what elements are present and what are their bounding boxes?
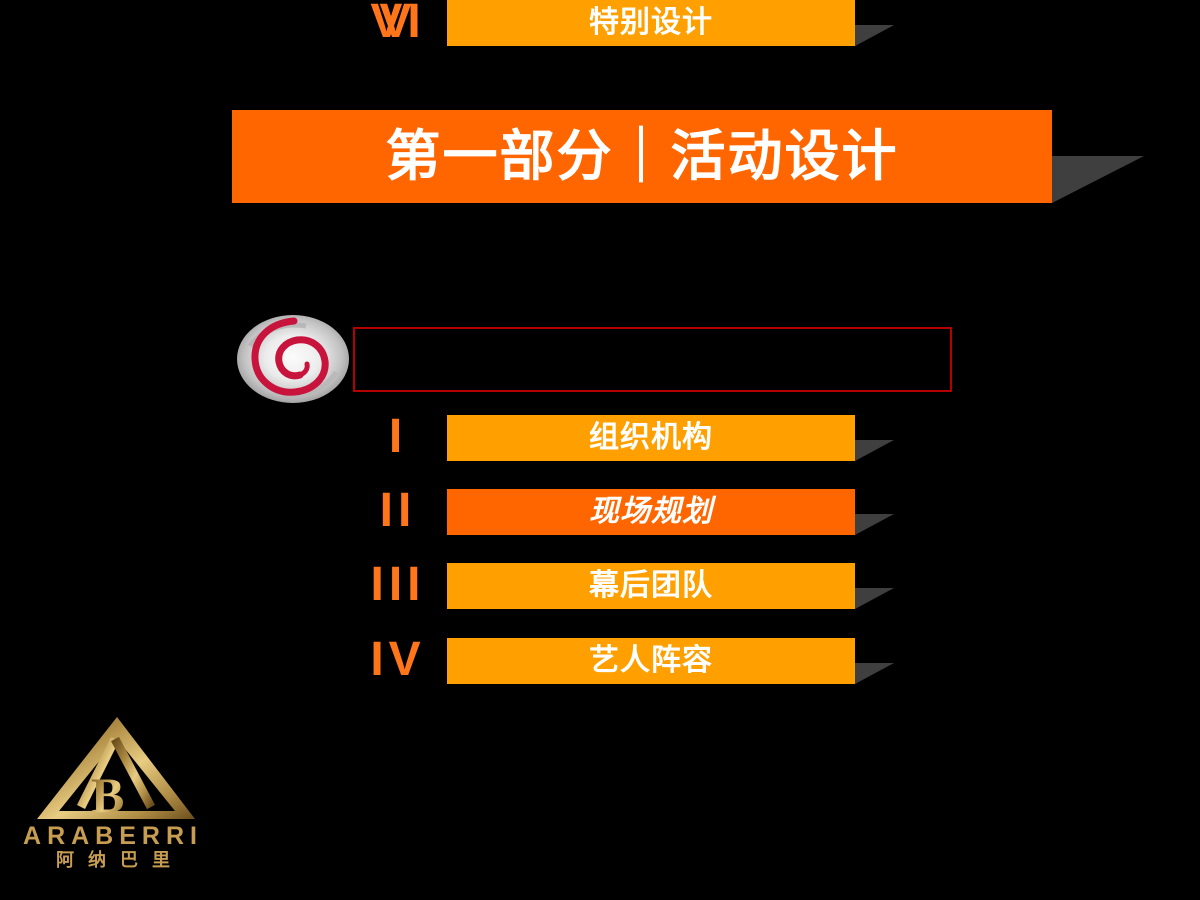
menu-item-special-design[interactable]: 特别设计	[447, 0, 855, 46]
menu-numeral: III	[370, 558, 426, 611]
current-item-highlight-box	[353, 327, 952, 392]
bar-shadow-triangle	[855, 514, 894, 535]
menu-numeral: V	[379, 0, 417, 48]
logo-brand-chinese-text: 阿纳巴里	[56, 850, 184, 870]
bar-shadow-triangle	[855, 25, 894, 46]
menu-row: I 组织机构	[0, 410, 1200, 463]
hurricane-swirl-image	[237, 315, 349, 403]
banner-shadow-triangle	[1052, 156, 1144, 203]
bar-shadow-triangle	[855, 663, 894, 684]
menu-item-organization[interactable]: 组织机构	[447, 415, 855, 461]
bar-shadow-triangle	[855, 440, 894, 461]
menu-numeral: IV	[370, 633, 426, 686]
logo-brand-text: ARABERRI	[23, 822, 203, 850]
menu-item-artist-lineup[interactable]: 艺人阵容	[447, 638, 855, 684]
section-title-banner: 第一部分｜活动设计	[232, 110, 1052, 203]
menu-numeral: I	[388, 410, 408, 463]
menu-row: IV 艺人阵容	[0, 633, 1200, 686]
menu-row: VI 特别设计	[0, 0, 1200, 46]
menu-item-backstage-team[interactable]: 幕后团队	[447, 563, 855, 609]
menu-numeral: VI	[370, 0, 426, 48]
menu-numeral: II	[379, 484, 417, 537]
araberri-logo-icon: B	[37, 717, 195, 823]
svg-text:B: B	[91, 767, 124, 823]
menu-row: III 幕后团队	[0, 558, 1200, 611]
bar-shadow-triangle	[855, 588, 894, 609]
menu-item-site-planning[interactable]: 现场规划	[447, 489, 855, 535]
menu-row: II 现场规划	[0, 484, 1200, 537]
